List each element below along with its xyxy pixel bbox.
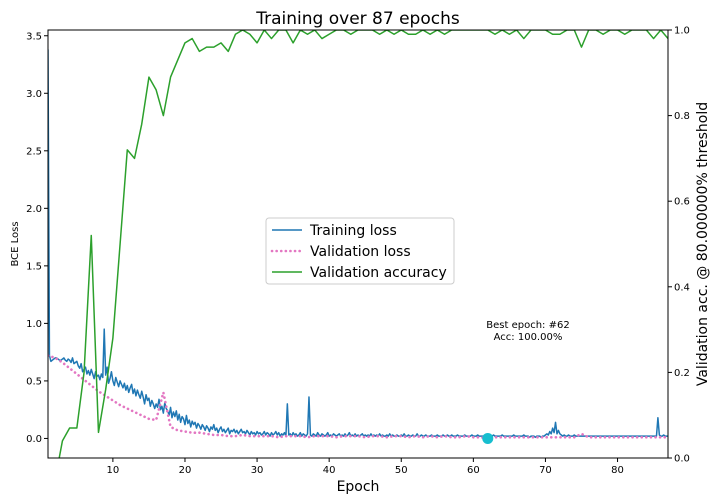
x-tick-label: 20	[179, 465, 192, 476]
plot-frame	[47, 29, 669, 459]
right-axis-label: Validation acc. @ 80.000000% threshold	[695, 102, 711, 386]
left-tick-label: 2.5	[26, 146, 42, 157]
legend-label-training-loss: Training loss	[309, 223, 397, 239]
legend-label-validation-loss: Validation loss	[310, 244, 411, 260]
right-axis-ticks: 0.0 0.2 0.4 0.6 0.8 1.0	[668, 26, 690, 465]
series-layer	[48, 30, 668, 458]
left-tick-label: 0.5	[26, 376, 42, 387]
marker-layer	[482, 432, 494, 444]
right-tick-label: 0.8	[674, 111, 690, 122]
x-axis-label: Epoch	[337, 479, 380, 495]
left-tick-label: 3.5	[26, 31, 42, 42]
right-tick-label: 0.0	[674, 454, 690, 465]
right-tick-label: 0.2	[674, 368, 690, 379]
x-tick-label: 80	[611, 465, 624, 476]
legend: Training loss Validation loss Validation a…	[265, 217, 455, 285]
right-tick-label: 0.4	[674, 282, 690, 293]
left-tick-label: 1.5	[26, 261, 42, 272]
x-tick-label: 10	[107, 465, 120, 476]
left-axis-label: BCE Loss	[10, 221, 21, 266]
x-tick-label: 50	[395, 465, 408, 476]
best-epoch-annotation: Best epoch: #62 Acc: 100.00%	[486, 320, 569, 343]
left-tick-label: 3.0	[26, 89, 42, 100]
left-tick-label: 2.0	[26, 204, 42, 215]
x-tick-label: 30	[251, 465, 264, 476]
best-epoch-marker	[482, 432, 494, 444]
x-tick-label: 40	[323, 465, 336, 476]
left-axis-ticks: 0.0 0.5 1.0 1.5 2.0 2.5 3.0 3.5	[26, 31, 48, 445]
x-tick-label: 60	[467, 465, 480, 476]
right-tick-label: 1.0	[674, 26, 690, 37]
chart-title: Training over 87 epochs	[255, 9, 460, 29]
legend-frame	[265, 217, 455, 285]
annotation-best-epoch: Best epoch: #62	[486, 320, 569, 331]
annotation-accuracy: Acc: 100.00%	[494, 332, 563, 343]
x-tick-label: 70	[539, 465, 552, 476]
validation-loss-line	[48, 354, 668, 440]
left-tick-label: 1.0	[26, 319, 42, 330]
right-tick-label: 0.6	[674, 197, 690, 208]
left-tick-label: 0.0	[26, 434, 42, 445]
legend-label-validation-accuracy: Validation accuracy	[310, 265, 447, 281]
validation-accuracy-line	[58, 30, 668, 458]
x-axis-ticks: 10 20 30 40 50 60 70 80	[107, 458, 624, 476]
